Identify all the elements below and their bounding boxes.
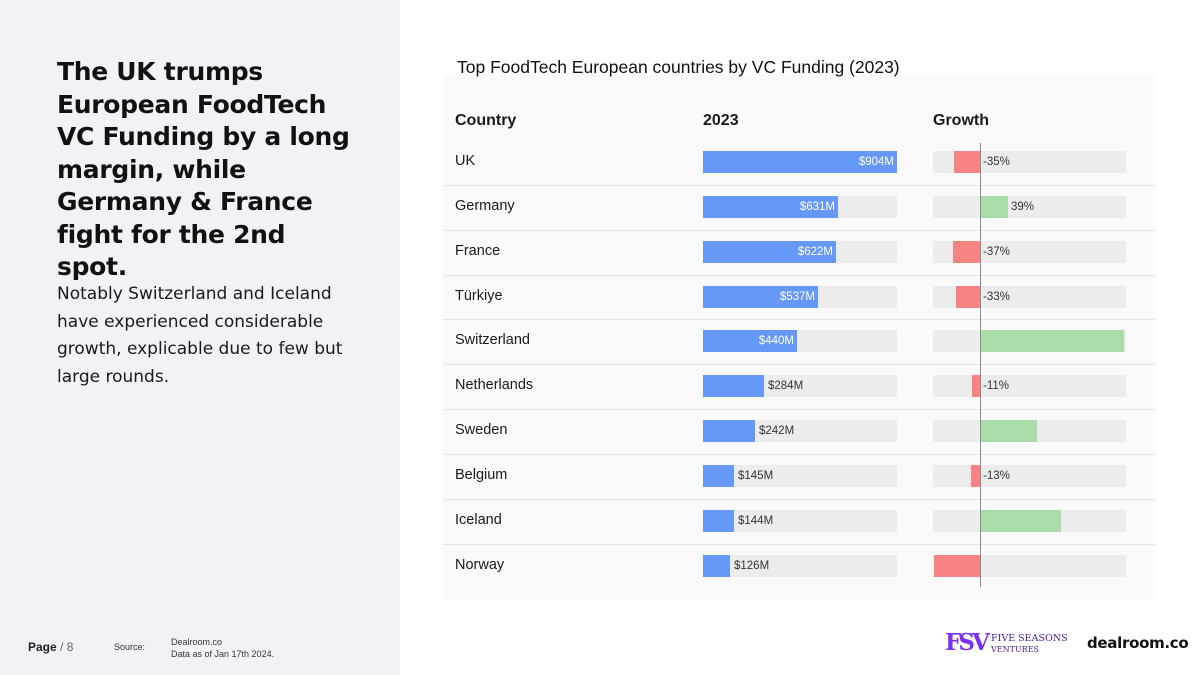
five-seasons-ventures-logo: FSV FIVE SEASONS VENTURES	[945, 630, 1070, 658]
source-name: Dealroom.co	[171, 637, 223, 647]
row-label-country: Iceland	[455, 511, 502, 528]
growth-value-label: -11%	[983, 380, 1009, 393]
growth-track	[933, 285, 1126, 308]
growth-track	[933, 464, 1126, 487]
row-label-country: Netherlands	[455, 377, 534, 394]
funding-bar	[703, 509, 734, 532]
fsv-mark: FSV	[945, 629, 990, 656]
funding-value-label: $440M	[758, 335, 794, 348]
funding-bar	[703, 464, 734, 487]
row-separator	[443, 498, 1156, 500]
growth-bar-negative	[934, 554, 980, 577]
growth-track	[933, 554, 1126, 577]
column-header-2023: 2023	[703, 112, 739, 129]
funding-track	[703, 554, 897, 577]
row-separator	[443, 453, 1156, 455]
source-date: Data as of Jan 17th 2024.	[171, 649, 275, 659]
funding-value-label: $284M	[768, 380, 804, 393]
page-label: Page	[28, 640, 57, 654]
source-info: Dealroom.co Data as of Jan 17th 2024.	[171, 636, 274, 660]
funding-value-label: $242M	[759, 425, 795, 438]
row-label-country: France	[455, 242, 501, 259]
growth-bar-positive	[980, 330, 1124, 353]
funding-bar	[703, 151, 897, 173]
row-separator	[443, 409, 1156, 411]
source-label: Source:	[114, 642, 146, 652]
headline: The UK trumps European FoodTech VC Fundi…	[57, 57, 350, 281]
column-header-country: Country	[455, 112, 517, 129]
row-separator	[443, 543, 1156, 545]
growth-value-label: -13%	[983, 469, 1010, 482]
row-label-country: Norway	[455, 556, 505, 573]
row-separator	[443, 274, 1156, 276]
growth-zero-axis	[980, 143, 981, 587]
growth-value-label: 39%	[1011, 200, 1035, 213]
growth-bar-negative	[971, 464, 980, 487]
funding-bar	[703, 195, 838, 218]
left-panel	[0, 0, 400, 675]
funding-value-label: $622M	[797, 245, 833, 258]
fsv-name: FIVE SEASONS	[991, 633, 1068, 644]
growth-bar-negative	[953, 240, 980, 263]
growth-bar-negative	[956, 285, 980, 308]
funding-bar	[703, 330, 797, 353]
subtext: Notably Switzerland and Iceland have exp…	[57, 284, 343, 387]
funding-bar	[703, 240, 836, 263]
growth-value-label: -35%	[983, 156, 1010, 168]
funding-bar	[703, 420, 755, 443]
page-number: 8	[66, 640, 74, 654]
row-label-country: Switzerland	[455, 332, 530, 349]
row-label-country: Sweden	[455, 422, 508, 439]
column-header-growth: Growth	[933, 112, 989, 129]
growth-value-label: -37%	[983, 245, 1010, 258]
chart-title: Top FoodTech European countries by VC Fu…	[457, 57, 900, 77]
row-separator	[443, 364, 1156, 366]
row-label-country: Türkiye	[455, 287, 503, 304]
funding-track	[703, 509, 897, 532]
fsv-subtitle: VENTURES	[991, 645, 1040, 654]
growth-value-label: -33%	[983, 290, 1010, 303]
row-label-country: UK	[455, 153, 476, 169]
funding-value-label: $631M	[799, 200, 835, 213]
growth-bar-negative	[954, 151, 980, 173]
funding-value-label: $126M	[734, 559, 770, 572]
funding-value-label: $145M	[738, 469, 774, 482]
dealroom-logo: dealroom.co	[1087, 634, 1189, 652]
growth-bar-positive	[980, 195, 1008, 218]
funding-value-label: $537M	[779, 290, 815, 303]
row-separator	[443, 229, 1156, 231]
page-separator: /	[56, 640, 67, 654]
row-separator	[443, 319, 1156, 321]
funding-track	[703, 464, 897, 487]
growth-bar-positive	[980, 420, 1037, 443]
funding-value-label: $144M	[738, 514, 774, 527]
row-label-country: Belgium	[455, 466, 508, 483]
funding-bar	[703, 375, 764, 398]
growth-track	[933, 151, 1126, 173]
page-indicator: Page / 8	[28, 640, 73, 654]
funding-bar	[703, 554, 730, 577]
funding-bar	[703, 285, 818, 308]
growth-bar-negative	[972, 375, 980, 398]
growth-track	[933, 240, 1126, 263]
growth-track	[933, 375, 1126, 398]
row-label-country: Germany	[455, 197, 515, 214]
funding-value-label: $904M	[858, 156, 894, 168]
row-separator	[443, 184, 1156, 186]
growth-bar-positive	[980, 509, 1061, 532]
